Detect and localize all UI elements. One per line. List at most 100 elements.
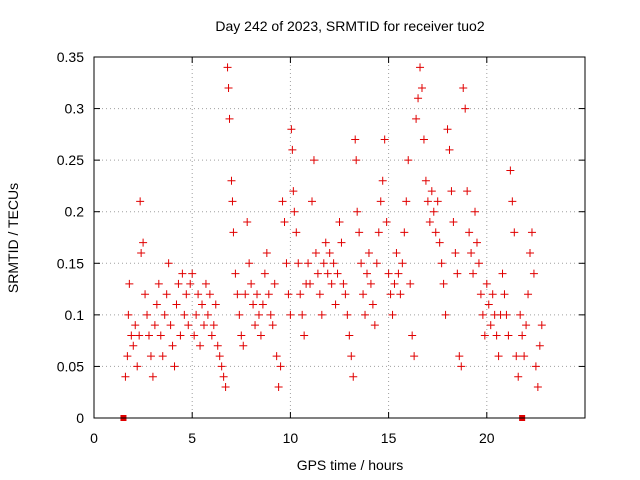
data-point (199, 321, 208, 330)
data-point (506, 166, 515, 175)
data-point (292, 228, 301, 237)
data-point (233, 290, 242, 299)
data-point (335, 218, 344, 227)
data-point (527, 228, 536, 237)
data-point (209, 321, 218, 330)
data-point (374, 228, 383, 237)
data-point (349, 372, 358, 381)
data-point (516, 310, 525, 319)
data-point (311, 248, 320, 257)
data-point (508, 197, 517, 206)
data-point (215, 352, 224, 361)
data-point (400, 228, 409, 237)
data-point (431, 228, 440, 237)
data-point (421, 176, 430, 185)
data-point (404, 156, 413, 165)
data-point (221, 383, 230, 392)
data-point (196, 341, 205, 350)
data-point (266, 310, 275, 319)
data-point (390, 279, 399, 288)
data-point (284, 290, 293, 299)
data-point (136, 197, 145, 206)
data-point (190, 331, 199, 340)
data-point (258, 300, 267, 309)
data-point (150, 321, 159, 330)
data-point (272, 352, 281, 361)
data-point (537, 321, 546, 330)
data-point (315, 290, 324, 299)
data-point (264, 290, 273, 299)
data-point (148, 372, 157, 381)
plot-frame (93, 56, 586, 419)
grid-lines (94, 57, 585, 418)
data-point (372, 259, 381, 268)
data-point (362, 269, 371, 278)
data-point (396, 290, 405, 299)
x-tick-label: 10 (283, 430, 299, 446)
data-point (270, 279, 279, 288)
data-point (160, 310, 169, 319)
data-point (457, 362, 466, 371)
data-point (435, 238, 444, 247)
data-point (474, 259, 483, 268)
data-point (125, 279, 134, 288)
data-point (472, 238, 481, 247)
data-point (188, 269, 197, 278)
data-point (124, 310, 133, 319)
data-point (412, 114, 421, 123)
data-point (131, 321, 140, 330)
data-point (376, 197, 385, 206)
data-point (465, 228, 474, 237)
data-point (451, 248, 460, 257)
x-axis-label: GPS time / hours (297, 457, 404, 473)
data-point (228, 197, 237, 206)
data-point (416, 63, 425, 72)
data-point (522, 321, 531, 330)
data-point (388, 310, 397, 319)
data-point (139, 238, 148, 247)
data-point (286, 310, 295, 319)
data-point (231, 269, 240, 278)
data-point (225, 114, 234, 123)
data-point (461, 104, 470, 113)
data-point (290, 207, 299, 216)
data-point (304, 259, 313, 268)
data-point (347, 352, 356, 361)
data-point (476, 290, 485, 299)
data-point (392, 248, 401, 257)
data-point (313, 269, 322, 278)
data-point (296, 290, 305, 299)
y-tick-label: 0.1 (65, 307, 85, 323)
data-point (469, 269, 478, 278)
data-point (127, 331, 136, 340)
data-point (229, 228, 238, 237)
data-point (353, 207, 362, 216)
data-point (245, 259, 254, 268)
data-point (256, 331, 265, 340)
data-point (198, 300, 207, 309)
data-point (357, 259, 366, 268)
data-point (402, 197, 411, 206)
data-point (162, 290, 171, 299)
y-tick-label: 0.2 (65, 204, 85, 220)
data-point (394, 269, 403, 278)
data-point (492, 331, 501, 340)
data-point (427, 187, 436, 196)
data-point (166, 321, 175, 330)
y-tick-label: 0.35 (57, 49, 84, 65)
data-point (445, 145, 454, 154)
data-point (298, 310, 307, 319)
data-point (352, 156, 361, 165)
data-point (535, 341, 544, 350)
data-point (337, 238, 346, 247)
data-point (317, 310, 326, 319)
data-point (223, 63, 232, 72)
data-point (504, 331, 513, 340)
data-point (500, 290, 509, 299)
data-point (359, 290, 368, 299)
data-point (182, 290, 191, 299)
data-point (123, 352, 132, 361)
data-point (463, 187, 472, 196)
data-point (526, 248, 535, 257)
